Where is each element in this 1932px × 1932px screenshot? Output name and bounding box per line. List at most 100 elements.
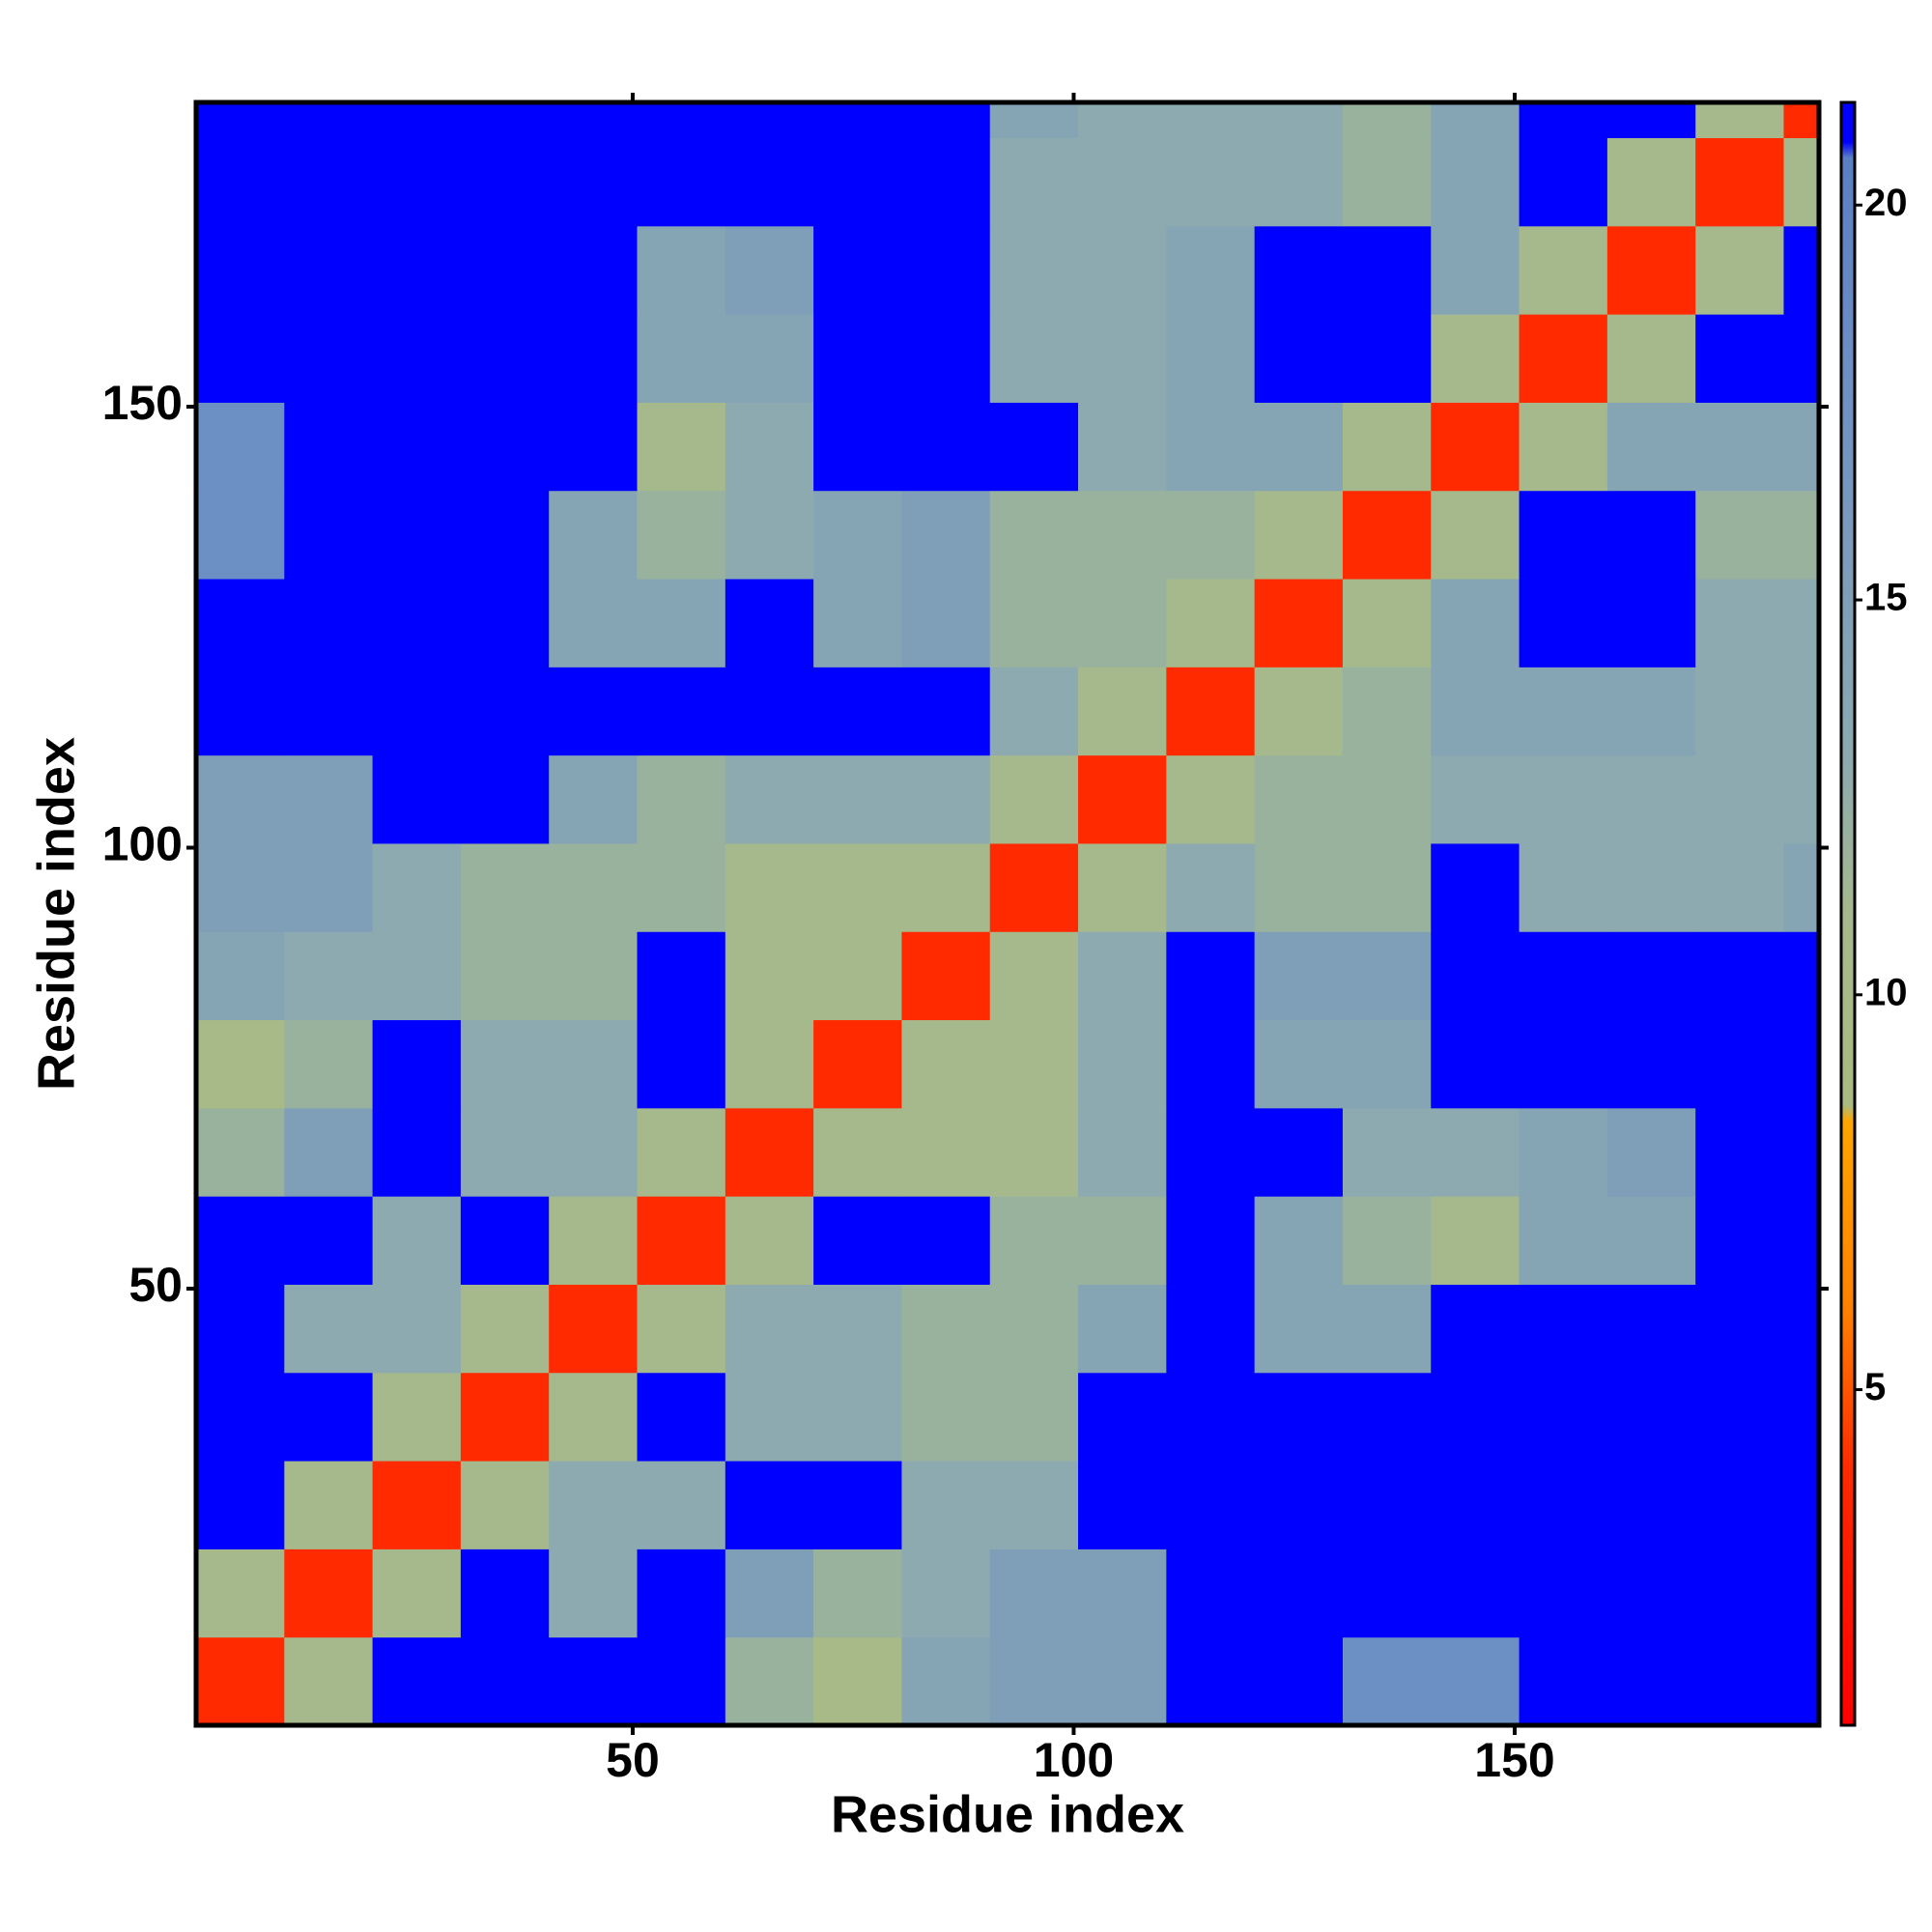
heatmap-cell [1606, 1196, 1696, 1285]
heatmap-cell [1695, 931, 1784, 1021]
heatmap-cell [372, 1196, 462, 1285]
heatmap-cell [1695, 402, 1784, 492]
heatmap-cell [1519, 842, 1608, 932]
heatmap-cell [1606, 579, 1696, 668]
heatmap-cell [724, 667, 814, 756]
colorbar-tick-label: 20 [1864, 182, 1908, 224]
heatmap-cell [901, 1548, 991, 1638]
heatmap-cell [1783, 667, 1820, 756]
heatmap-cell [1166, 931, 1256, 1021]
heatmap-cell [1783, 137, 1820, 227]
heatmap-cell [1783, 579, 1820, 668]
heatmap-cell [637, 225, 726, 315]
heatmap-cell [724, 1196, 814, 1285]
heatmap-cell [1695, 1372, 1784, 1462]
heatmap-cell [637, 1196, 726, 1285]
heatmap-cell [1431, 490, 1520, 580]
heatmap-cell [1695, 667, 1784, 756]
heatmap-cell [1783, 1372, 1820, 1462]
heatmap-cell [460, 402, 550, 492]
heatmap-cell [989, 1107, 1079, 1197]
heatmap-cell [460, 102, 550, 139]
heatmap-cell [1254, 1284, 1344, 1374]
heatmap-cell [372, 1284, 462, 1374]
heatmap-cell [196, 754, 285, 844]
heatmap-cell [1078, 579, 1167, 668]
heatmap-cell [284, 754, 374, 844]
heatmap-cell [813, 137, 902, 227]
heatmap-cell [813, 667, 902, 756]
heatmap-cell [637, 1372, 726, 1462]
heatmap-cell [1078, 314, 1167, 403]
heatmap-cell [1166, 1284, 1256, 1374]
heatmap-cell [1519, 137, 1608, 227]
heatmap-cell [1166, 314, 1256, 403]
heatmap-cell [1695, 102, 1784, 139]
heatmap-cell [1783, 314, 1820, 403]
x-tick-label: 100 [1034, 1733, 1114, 1787]
axes: 50 100 150 50 100 150 5 10 15 20 [102, 93, 1908, 1787]
heatmap-cell [372, 314, 462, 403]
heatmap-cell [1166, 1372, 1256, 1462]
heatmap-cell [1431, 102, 1520, 139]
heatmap-cell [284, 842, 374, 932]
heatmap-cell [549, 667, 639, 756]
heatmap-cell [1431, 314, 1520, 403]
heatmap-cell [1695, 579, 1784, 668]
heatmap-cell [901, 1636, 991, 1726]
heatmap-cell [901, 490, 991, 580]
heatmap-cell [196, 314, 285, 403]
heatmap-cell [1519, 1372, 1608, 1462]
heatmap-cell [813, 1636, 902, 1726]
heatmap-cell [1342, 1284, 1432, 1374]
heatmap-cell [460, 225, 550, 315]
heatmap-cell [1606, 1107, 1696, 1197]
heatmap-cell [1254, 1107, 1344, 1197]
heatmap-cell [637, 754, 726, 844]
heatmap-cell [637, 667, 726, 756]
heatmap-cell [284, 931, 374, 1021]
heatmap-cell [989, 225, 1079, 315]
heatmap-cell [1431, 1548, 1520, 1638]
heatmap-cell [196, 1548, 285, 1638]
heatmap-cell [1431, 137, 1520, 227]
heatmap-cell [1519, 402, 1608, 492]
heatmap-cell [1519, 667, 1608, 756]
heatmap-cell [1431, 579, 1520, 668]
heatmap-cell [284, 667, 374, 756]
heatmap-cell [196, 1019, 285, 1109]
heatmap-cell [460, 490, 550, 580]
heatmap-cell [813, 1107, 902, 1197]
heatmap-cell [1695, 1019, 1784, 1109]
heatmap-cell [372, 667, 462, 756]
heatmap-cell [1254, 667, 1344, 756]
heatmap-cell [637, 842, 726, 932]
heatmap-cell [196, 137, 285, 227]
heatmap-cell [549, 1636, 639, 1726]
heatmap-cell [637, 1107, 726, 1197]
x-tick-label: 50 [606, 1733, 660, 1787]
heatmap-cell [460, 667, 550, 756]
heatmap-cell [284, 102, 374, 139]
heatmap-cell [1342, 1196, 1432, 1285]
heatmap-cell [1342, 1548, 1432, 1638]
heatmap-cell [901, 137, 991, 227]
heatmap-cell [1606, 667, 1696, 756]
heatmap-cell [1254, 490, 1344, 580]
heatmap-cell [1078, 490, 1167, 580]
heatmap-cell [724, 102, 814, 139]
heatmap-cell [372, 842, 462, 932]
heatmap-cell [284, 314, 374, 403]
heatmap-cell [549, 931, 639, 1021]
heatmap-cell [1254, 842, 1344, 932]
heatmap-cell [1342, 579, 1432, 668]
heatmap-cell [1519, 1636, 1608, 1726]
heatmap-cell [813, 1196, 902, 1285]
heatmap-cell [1078, 137, 1167, 227]
heatmap-cell [284, 1372, 374, 1462]
heatmap-cell [196, 1461, 285, 1549]
heatmap-cell [1431, 1196, 1520, 1285]
heatmap-cell [1606, 1372, 1696, 1462]
heatmap-cell [813, 579, 902, 668]
heatmap-cell [196, 102, 285, 139]
